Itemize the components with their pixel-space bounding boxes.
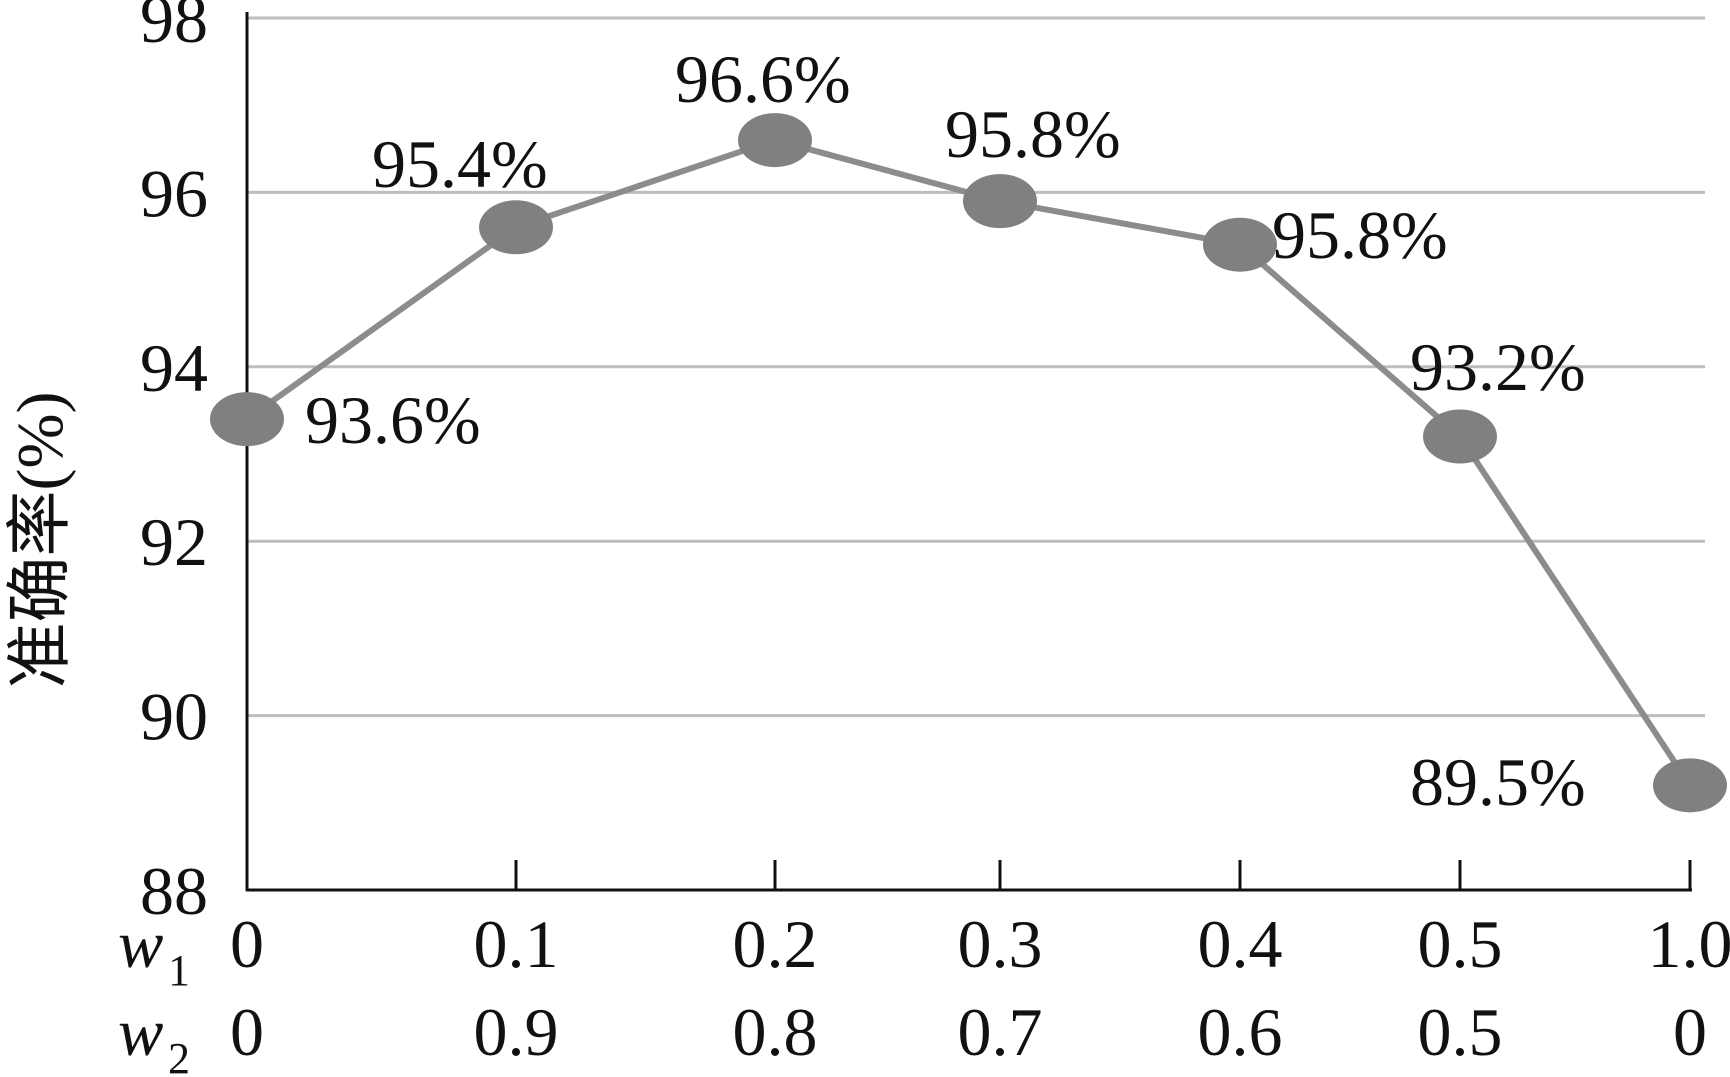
x-tick-label: 0.4 — [1198, 906, 1283, 982]
axes — [245, 12, 1692, 892]
data-label: 93.2% — [1410, 329, 1586, 405]
data-point — [210, 392, 284, 447]
x-tick-label: 0.3 — [958, 906, 1043, 982]
data-series — [210, 113, 1727, 813]
x-tick-label: 0.8 — [733, 994, 818, 1070]
x-row-subscript: 1 — [168, 946, 190, 995]
y-tick-label: 96 — [140, 155, 208, 231]
x-tick-label: 0.5 — [1418, 994, 1503, 1070]
data-label: 96.6% — [675, 41, 851, 117]
gridlines — [247, 16, 1705, 718]
data-label: 89.5% — [1410, 744, 1586, 820]
data-label: 93.6% — [305, 382, 481, 458]
x-row-subscript: 2 — [168, 1034, 190, 1077]
x-tick-label: 0 — [1673, 994, 1707, 1070]
y-axis-label: 准确率(%) — [4, 392, 77, 689]
x-tick-label: 0.1 — [474, 906, 559, 982]
y-tick-label: 98 — [140, 0, 208, 57]
x-tick-label: 0.6 — [1198, 994, 1283, 1070]
x-tick-label: 0.5 — [1418, 906, 1503, 982]
x-tick-label: 0.9 — [474, 994, 559, 1070]
y-tick-label: 88 — [140, 853, 208, 929]
data-point — [1423, 409, 1497, 464]
series-line — [245, 137, 1693, 788]
data-point — [963, 174, 1037, 229]
data-label: 95.8% — [1272, 197, 1448, 273]
data-point — [479, 200, 553, 255]
data-point — [738, 113, 812, 168]
y-tick-label: 90 — [140, 679, 208, 755]
x-tick-labels: w 1 0 0.1 0.2 0.3 0.4 0.5 1.0w 2 0 0.9 0.8 0.7 0.6 0.5 0 — [118, 906, 1730, 1077]
data-label: 95.4% — [372, 126, 548, 202]
y-tick-label: 94 — [140, 330, 208, 406]
y-tick-label: 92 — [140, 504, 208, 580]
data-point — [1653, 758, 1727, 813]
x-tick-label: 0 — [230, 906, 264, 982]
x-tick-label: 0.7 — [958, 994, 1043, 1070]
data-point — [1203, 217, 1277, 272]
y-tick-labels: 98 96 94 92 90 88 — [140, 0, 208, 929]
x-tick-label: 1.0 — [1648, 906, 1730, 982]
data-label: 95.8% — [945, 96, 1121, 172]
x-row-label: w — [118, 994, 163, 1070]
x-tick-label: 0.2 — [733, 906, 818, 982]
data-labels: 93.6% 95.4% 96.6% 95.8% 95.8% 93.2% 89.5% — [305, 41, 1586, 820]
x-tick-label: 0 — [230, 994, 264, 1070]
x-row-label: w — [118, 906, 163, 982]
